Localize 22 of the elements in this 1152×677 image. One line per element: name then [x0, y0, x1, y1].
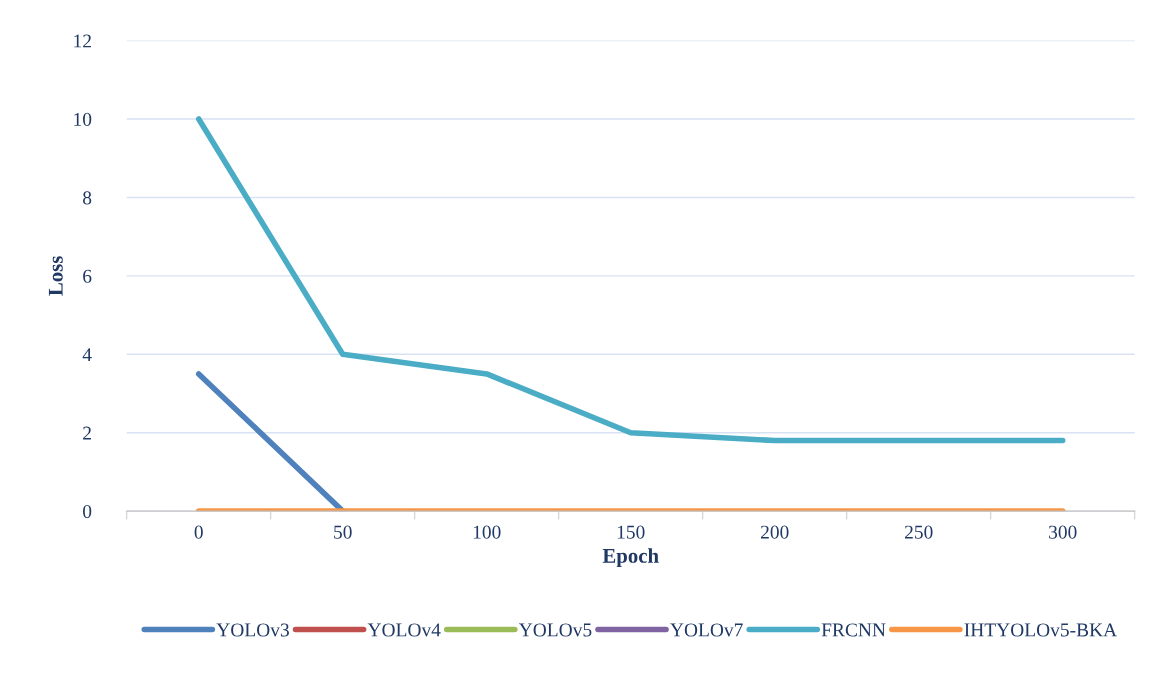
x-tick-label: 0 — [194, 525, 203, 539]
x-tick-label: 200 — [760, 525, 789, 539]
y-tick-label: 12 — [74, 34, 91, 48]
y-tick-label: 2 — [83, 426, 91, 440]
x-tick-label: 100 — [473, 525, 501, 539]
y-tick-label: 10 — [74, 112, 92, 126]
x-tick-label: 300 — [1049, 525, 1077, 539]
y-tick-label: 4 — [82, 348, 92, 362]
y-tick-label: 6 — [83, 269, 92, 283]
legend-label: YOLOv7 — [670, 623, 743, 637]
legend-label: IHTYOLOv5-BKA — [964, 623, 1117, 637]
legend-label: YOLOv3 — [216, 623, 289, 637]
legend-label: FRCNN — [821, 623, 886, 637]
y-tick-label: 0 — [83, 504, 92, 519]
x-tick-label: 50 — [334, 525, 352, 539]
y-axis-title: Loss — [48, 256, 63, 296]
legend-label: YOLOv4 — [367, 623, 441, 637]
x-axis-title: Epoch — [602, 548, 659, 568]
x-tick-label: 150 — [617, 525, 645, 539]
y-tick-label: 8 — [83, 191, 92, 205]
x-tick-label: 250 — [904, 525, 933, 539]
legend-label: YOLOv5 — [518, 623, 592, 637]
